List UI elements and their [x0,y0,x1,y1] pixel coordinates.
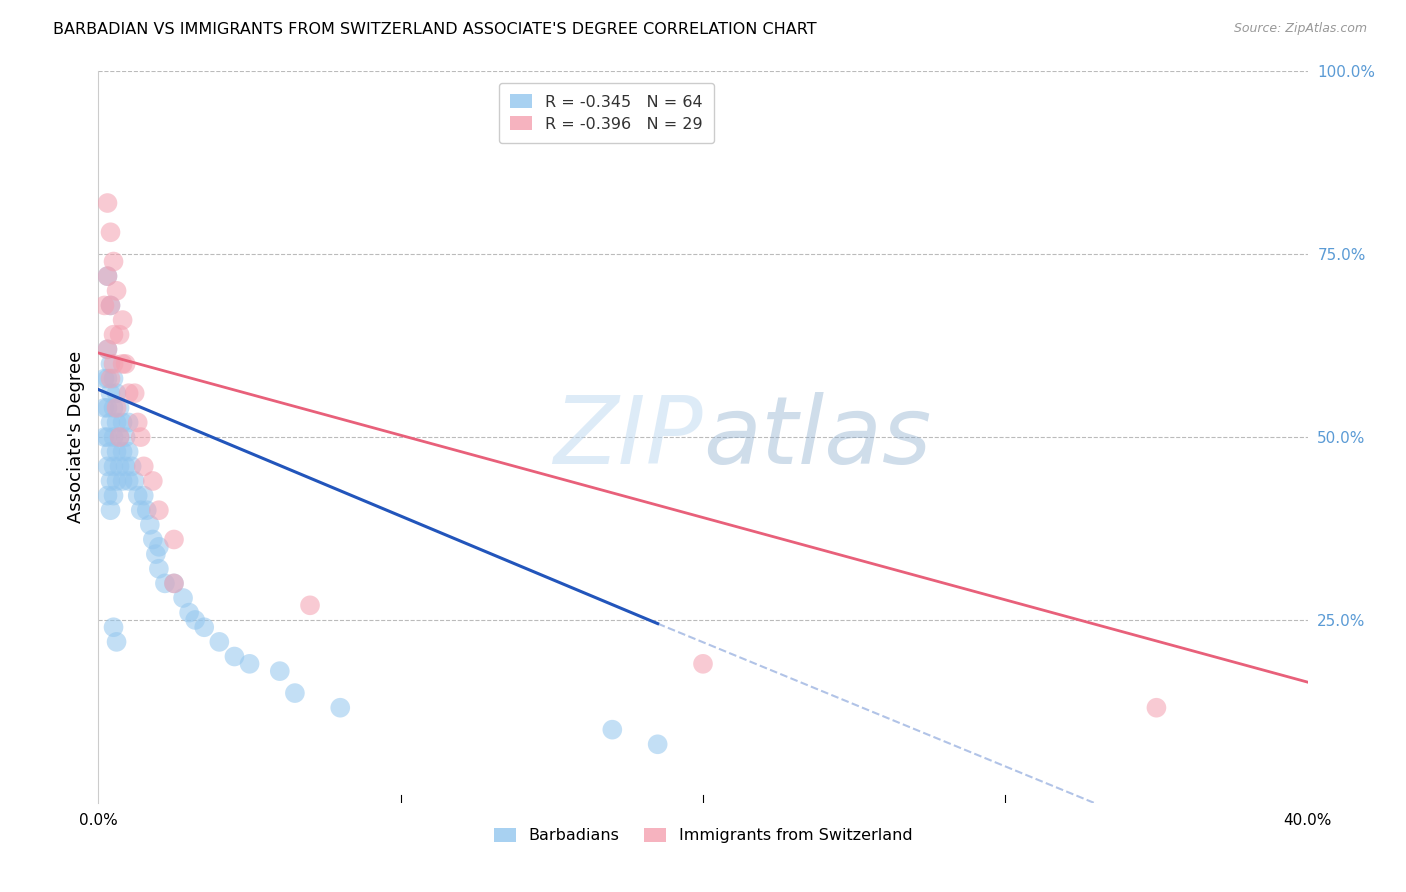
Point [103,357,125,371]
Point [93,430,115,444]
Point [114,430,136,444]
Point [142,533,165,547]
Point [127,489,149,503]
Point [105,474,128,488]
Point [103,430,125,444]
Point [100,474,122,488]
Point [108,401,131,415]
Text: atlas: atlas [703,392,931,483]
Point [111,444,134,458]
Point [108,327,131,342]
Point [108,430,131,444]
Point [100,298,122,312]
Point [148,562,170,576]
Point [96,343,118,357]
Text: BARBADIAN VS IMMIGRANTS FROM SWITZERLAND ASSOCIATE'S DEGREE CORRELATION CHART: BARBADIAN VS IMMIGRANTS FROM SWITZERLAND… [53,22,817,37]
Point [105,635,128,649]
Point [124,474,146,488]
Point [100,298,122,312]
Point [127,416,149,430]
Point [139,517,162,532]
Point [1144,700,1167,714]
Point [172,591,194,605]
Point [118,444,141,458]
Point [96,401,118,415]
Point [163,533,186,547]
Point [105,416,128,430]
Point [184,613,207,627]
Point [93,298,115,312]
Point [132,459,155,474]
Point [142,474,165,488]
Point [105,401,128,415]
Point [93,401,115,415]
Point [103,459,125,474]
Point [105,386,128,401]
Y-axis label: Associate's Degree: Associate's Degree [66,351,84,524]
Point [145,547,167,561]
Point [96,489,118,503]
Point [105,444,128,458]
Point [124,386,146,401]
Point [179,606,201,620]
Point [100,357,122,371]
Point [647,737,669,751]
Point [284,686,307,700]
Point [103,327,125,342]
Point [163,576,186,591]
Point [148,540,170,554]
Point [602,723,624,737]
Point [118,386,141,401]
Point [108,430,131,444]
Point [111,357,134,371]
Point [103,620,125,634]
Point [100,444,122,458]
Point [96,269,118,284]
Point [129,503,152,517]
Point [118,416,141,430]
Point [135,503,157,517]
Legend: Barbadians, Immigrants from Switzerland: Barbadians, Immigrants from Switzerland [488,822,918,850]
Point [193,620,215,634]
Point [103,489,125,503]
Point [103,401,125,415]
Point [96,343,118,357]
Point [96,196,118,211]
Point [239,657,262,671]
Point [118,474,141,488]
Point [93,371,115,385]
Point [100,503,122,517]
Point [108,459,131,474]
Point [208,635,231,649]
Point [148,503,170,517]
Point [132,489,155,503]
Point [692,657,714,671]
Point [111,313,134,327]
Point [153,576,176,591]
Point [111,474,134,488]
Point [111,416,134,430]
Point [114,459,136,474]
Point [129,430,152,444]
Point [100,386,122,401]
Text: Source: ZipAtlas.com: Source: ZipAtlas.com [1233,22,1367,36]
Point [100,416,122,430]
Point [299,599,322,613]
Point [100,371,122,385]
Point [329,700,352,714]
Point [100,225,122,239]
Point [121,459,143,474]
Point [96,371,118,385]
Point [224,649,246,664]
Point [114,357,136,371]
Text: ZIP: ZIP [554,392,703,483]
Point [269,664,291,678]
Point [103,254,125,268]
Point [105,284,128,298]
Point [103,371,125,385]
Point [96,269,118,284]
Point [96,459,118,474]
Point [163,576,186,591]
Point [96,430,118,444]
